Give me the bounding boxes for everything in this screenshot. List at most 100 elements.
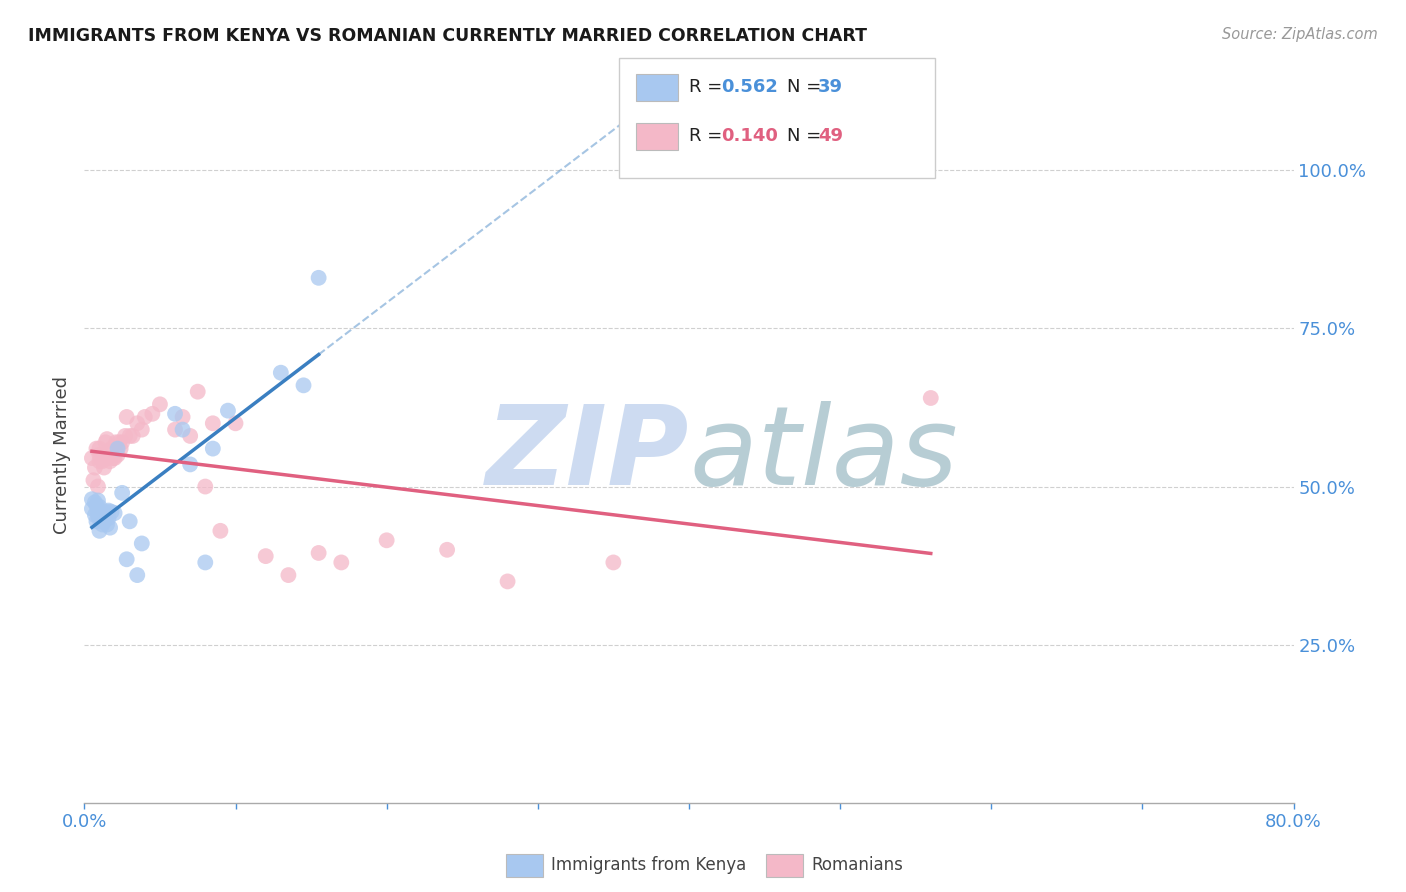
Point xyxy=(82,473,104,487)
Point xyxy=(89,506,111,520)
Point xyxy=(121,429,143,443)
Text: N =: N = xyxy=(787,78,827,95)
Point xyxy=(80,492,103,507)
Point xyxy=(89,448,111,462)
Point xyxy=(97,511,120,525)
Point xyxy=(134,409,156,424)
Point xyxy=(920,391,942,405)
Point xyxy=(127,568,149,582)
Point xyxy=(209,524,232,538)
Text: R =: R = xyxy=(689,127,728,145)
Point xyxy=(86,442,108,456)
Point xyxy=(98,454,121,468)
Point xyxy=(602,556,624,570)
Text: N =: N = xyxy=(787,127,827,145)
Point xyxy=(141,407,163,421)
Point xyxy=(87,479,110,493)
Point xyxy=(217,403,239,417)
Point xyxy=(96,451,118,466)
Point xyxy=(330,556,353,570)
Text: 49: 49 xyxy=(818,127,844,145)
Point xyxy=(100,505,122,519)
Point xyxy=(91,509,114,524)
Point xyxy=(292,378,315,392)
Point xyxy=(179,429,201,443)
Text: Romanians: Romanians xyxy=(811,856,903,874)
Point xyxy=(496,574,519,589)
Point xyxy=(194,556,217,570)
Point xyxy=(96,432,118,446)
Point xyxy=(254,549,277,563)
Point xyxy=(111,435,134,450)
Point xyxy=(277,568,299,582)
Point xyxy=(111,486,134,500)
Point xyxy=(118,429,141,443)
Point xyxy=(96,505,118,519)
Text: 39: 39 xyxy=(818,78,844,95)
Point xyxy=(94,508,117,522)
Point xyxy=(97,503,120,517)
Point xyxy=(98,521,121,535)
Point xyxy=(89,524,111,538)
Point xyxy=(131,423,153,437)
Point xyxy=(107,448,129,462)
Point xyxy=(80,451,103,466)
Point xyxy=(131,536,153,550)
Point xyxy=(308,270,330,285)
Point xyxy=(89,500,111,514)
Point xyxy=(108,435,131,450)
Point xyxy=(94,435,117,450)
Point xyxy=(110,442,132,456)
Point xyxy=(91,517,114,532)
Point xyxy=(194,479,217,493)
Point xyxy=(93,460,115,475)
Point xyxy=(375,533,398,548)
Text: IMMIGRANTS FROM KENYA VS ROMANIAN CURRENTLY MARRIED CORRELATION CHART: IMMIGRANTS FROM KENYA VS ROMANIAN CURREN… xyxy=(28,27,868,45)
Y-axis label: Currently Married: Currently Married xyxy=(53,376,72,534)
Text: 0.140: 0.140 xyxy=(721,127,778,145)
Point xyxy=(87,503,110,517)
Point xyxy=(96,517,118,532)
Text: 0.562: 0.562 xyxy=(721,78,778,95)
Point xyxy=(201,417,224,431)
Point xyxy=(100,442,122,456)
Point xyxy=(105,435,128,450)
Point xyxy=(91,454,114,468)
Point xyxy=(97,444,120,458)
Point xyxy=(127,417,149,431)
Point xyxy=(225,417,247,431)
Point xyxy=(89,442,111,456)
Text: Source: ZipAtlas.com: Source: ZipAtlas.com xyxy=(1222,27,1378,42)
Point xyxy=(165,407,187,421)
Point xyxy=(101,451,124,466)
Point xyxy=(107,442,129,456)
Point xyxy=(436,542,458,557)
Point xyxy=(89,512,111,526)
Point xyxy=(165,423,187,437)
Point xyxy=(179,458,201,472)
Point xyxy=(84,460,107,475)
Point xyxy=(114,429,136,443)
Point xyxy=(149,397,172,411)
Text: ZIP: ZIP xyxy=(485,401,689,508)
Point xyxy=(84,508,107,522)
Point xyxy=(87,508,110,522)
Point xyxy=(201,442,224,456)
Point xyxy=(308,546,330,560)
Text: Immigrants from Kenya: Immigrants from Kenya xyxy=(551,856,747,874)
Point xyxy=(86,499,108,513)
Point xyxy=(172,423,194,437)
Point xyxy=(115,552,138,566)
Point xyxy=(89,454,111,468)
Point xyxy=(87,493,110,508)
Text: atlas: atlas xyxy=(689,401,957,508)
Point xyxy=(187,384,209,399)
Point xyxy=(93,514,115,528)
Text: R =: R = xyxy=(689,78,728,95)
Point xyxy=(270,366,292,380)
Point xyxy=(115,409,138,424)
Point xyxy=(86,514,108,528)
Point xyxy=(118,514,141,528)
Point xyxy=(84,495,107,509)
Point xyxy=(104,451,127,466)
